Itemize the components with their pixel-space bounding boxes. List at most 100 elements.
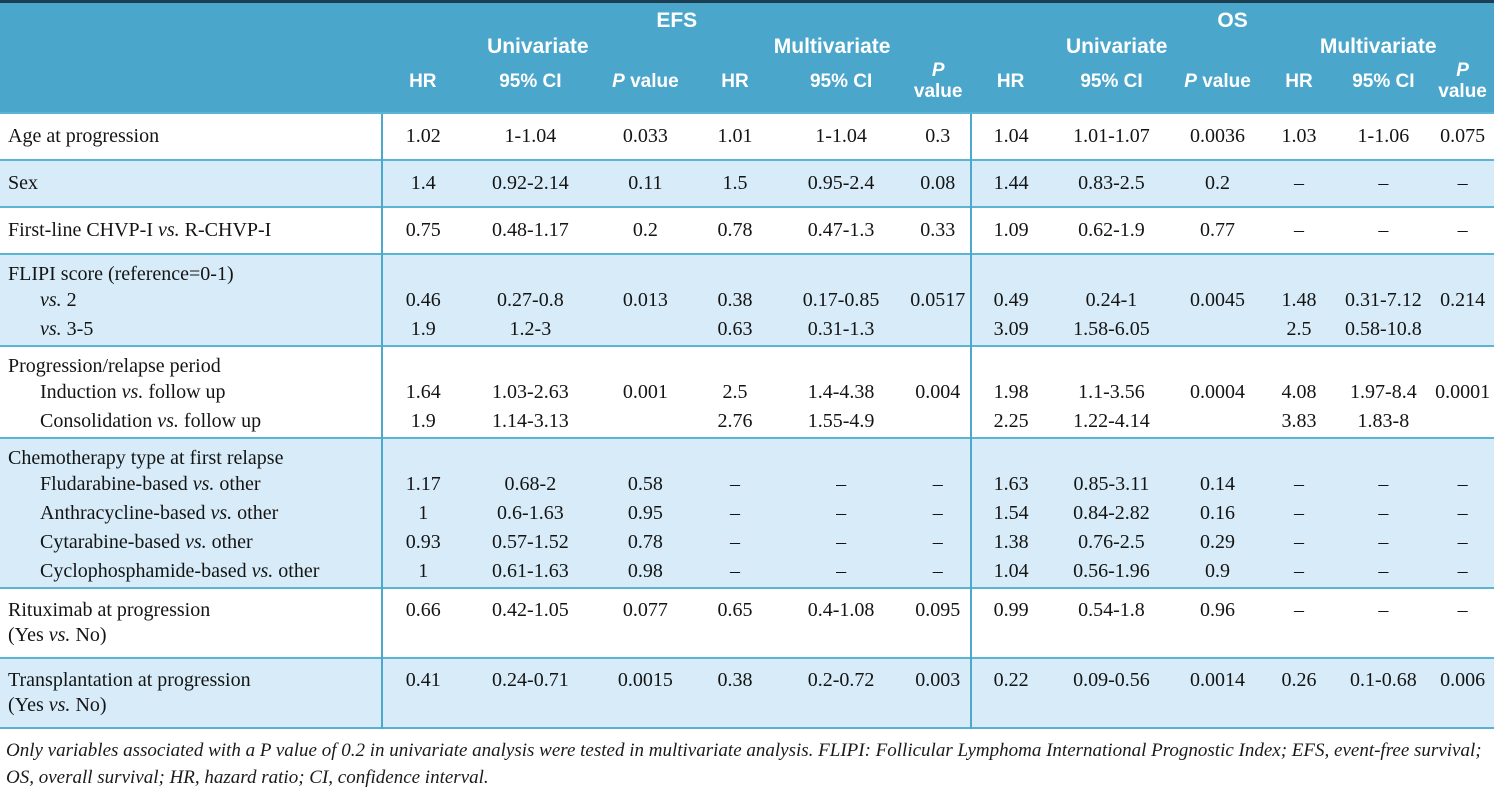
value-cell: 0.29 xyxy=(1172,528,1263,558)
value-cell: 0.09-0.56 xyxy=(1050,656,1173,728)
value-cell: 1 xyxy=(381,499,464,529)
value-cell: 1.4-4.38 xyxy=(776,378,906,408)
value-cell: 1.02 xyxy=(381,111,464,160)
value-cell: – xyxy=(1335,470,1432,500)
value-cell: 1.48 xyxy=(1262,286,1336,316)
row-label: vs. 2 xyxy=(0,286,383,316)
value-cell: 0.6-1.63 xyxy=(463,499,598,529)
value-cell xyxy=(597,315,694,346)
value-cell: – xyxy=(1335,528,1432,558)
value-cell: – xyxy=(905,557,972,588)
value-cell: 1.97-8.4 xyxy=(1335,378,1432,408)
table-row: Transplantation at progression (Yes vs. N… xyxy=(0,656,1494,728)
table-header: EFS OS Univariate Multivariate Univariate Mul… xyxy=(0,1,1494,113)
value-cell: 0.42-1.05 xyxy=(463,586,598,658)
value-cell: 0.31-1.3 xyxy=(776,315,906,346)
value-cell: 0.0045 xyxy=(1172,286,1263,316)
value-cell: – xyxy=(776,499,906,529)
value-cell: 1.9 xyxy=(381,315,464,346)
value-cell xyxy=(1431,436,1494,471)
value-cell: 0.11 xyxy=(597,158,694,207)
value-cell xyxy=(1335,436,1432,471)
value-cell: – xyxy=(1262,205,1336,254)
row-label: Fludarabine-based vs. other xyxy=(0,470,383,500)
p-value-header: P value xyxy=(597,58,694,113)
value-cell: 0.33 xyxy=(905,205,972,254)
value-cell: – xyxy=(1431,205,1494,254)
value-cell xyxy=(776,252,906,287)
value-cell: 3.83 xyxy=(1262,407,1336,438)
ci-header: 95% CI xyxy=(463,58,598,113)
value-cell: 0.96 xyxy=(1172,586,1263,658)
value-cell: 0.66 xyxy=(381,586,464,658)
value-cell xyxy=(1431,407,1494,438)
value-cell: 1.9 xyxy=(381,407,464,438)
value-cell: 0.1-0.68 xyxy=(1335,656,1432,728)
value-cell: 0.4-1.08 xyxy=(776,586,906,658)
ci-header: 95% CI xyxy=(1335,58,1432,113)
p-value-header: P value xyxy=(1431,58,1494,113)
value-cell: 0.75 xyxy=(381,205,464,254)
row-label: Transplantation at progression (Yes vs. N… xyxy=(0,656,383,728)
value-cell: – xyxy=(1262,499,1336,529)
value-cell: 2.76 xyxy=(693,407,777,438)
table-row: Rituximab at progression (Yes vs. No) 0.66… xyxy=(0,586,1494,658)
value-cell: – xyxy=(905,528,972,558)
os-univariate-header: Univariate xyxy=(971,32,1263,59)
row-label: Cyclophosphamide-based vs. other xyxy=(0,557,383,588)
row-label: vs. 3-5 xyxy=(0,315,383,346)
value-cell xyxy=(776,436,906,471)
value-cell xyxy=(1050,252,1173,287)
value-cell xyxy=(905,436,972,471)
value-cell: 0.49 xyxy=(970,286,1051,316)
value-cell: 0.16 xyxy=(1172,499,1263,529)
header-spacer xyxy=(0,32,383,59)
value-cell xyxy=(1262,252,1336,287)
os-header: OS xyxy=(971,1,1494,33)
value-cell: 0.58-10.8 xyxy=(1335,315,1432,346)
header-row-sections: EFS OS xyxy=(0,1,1494,33)
value-cell: – xyxy=(1335,557,1432,588)
table-row: Age at progression 1.02 1-1.04 0.033 1.01 1-1… xyxy=(0,111,1494,160)
value-cell: – xyxy=(693,470,777,500)
value-cell xyxy=(597,252,694,287)
value-cell: 1.38 xyxy=(970,528,1051,558)
value-cell: 0.006 xyxy=(1431,656,1494,728)
value-cell: 1.01-1.07 xyxy=(1050,111,1173,160)
value-cell: 1.64 xyxy=(381,378,464,408)
value-cell: 0.77 xyxy=(1172,205,1263,254)
value-cell: 0.0015 xyxy=(597,656,694,728)
value-cell xyxy=(970,252,1051,287)
value-cell: 1-1.06 xyxy=(1335,111,1432,160)
hr-header: HR xyxy=(693,58,777,113)
value-cell: 1.1-3.56 xyxy=(1050,378,1173,408)
value-cell: 0.22 xyxy=(970,656,1051,728)
value-cell: 1.4 xyxy=(381,158,464,207)
efs-multivariate-header: Multivariate xyxy=(693,32,972,59)
value-cell: 0.27-0.8 xyxy=(463,286,598,316)
value-cell: 1.63 xyxy=(970,470,1051,500)
value-cell xyxy=(905,315,972,346)
hr-header: HR xyxy=(1262,58,1336,113)
row-label: Consolidation vs. follow up xyxy=(0,407,383,438)
value-cell: 1.55-4.9 xyxy=(776,407,906,438)
os-multivariate-header: Multivariate xyxy=(1262,32,1494,59)
value-cell: 0.26 xyxy=(1262,656,1336,728)
value-cell: 1-1.04 xyxy=(463,111,598,160)
efs-univariate-header: Univariate xyxy=(382,32,694,59)
value-cell: 1.98 xyxy=(970,378,1051,408)
value-cell: 0.001 xyxy=(597,378,694,408)
value-cell: – xyxy=(1335,205,1432,254)
value-cell: 0.95 xyxy=(597,499,694,529)
row-label: FLIPI score (reference=0-1) xyxy=(0,252,383,287)
table-row: First-line CHVP-I vs. R-CHVP-I 0.75 0.48-1… xyxy=(0,205,1494,254)
row-label: Sex xyxy=(0,158,383,207)
value-cell xyxy=(905,252,972,287)
value-cell: 0.0517 xyxy=(905,286,972,316)
value-cell: 0.54-1.8 xyxy=(1050,586,1173,658)
header-spacer xyxy=(0,1,383,33)
value-cell xyxy=(1335,252,1432,287)
value-cell xyxy=(1172,344,1263,379)
value-cell: 0.095 xyxy=(905,586,972,658)
value-cell xyxy=(970,436,1051,471)
